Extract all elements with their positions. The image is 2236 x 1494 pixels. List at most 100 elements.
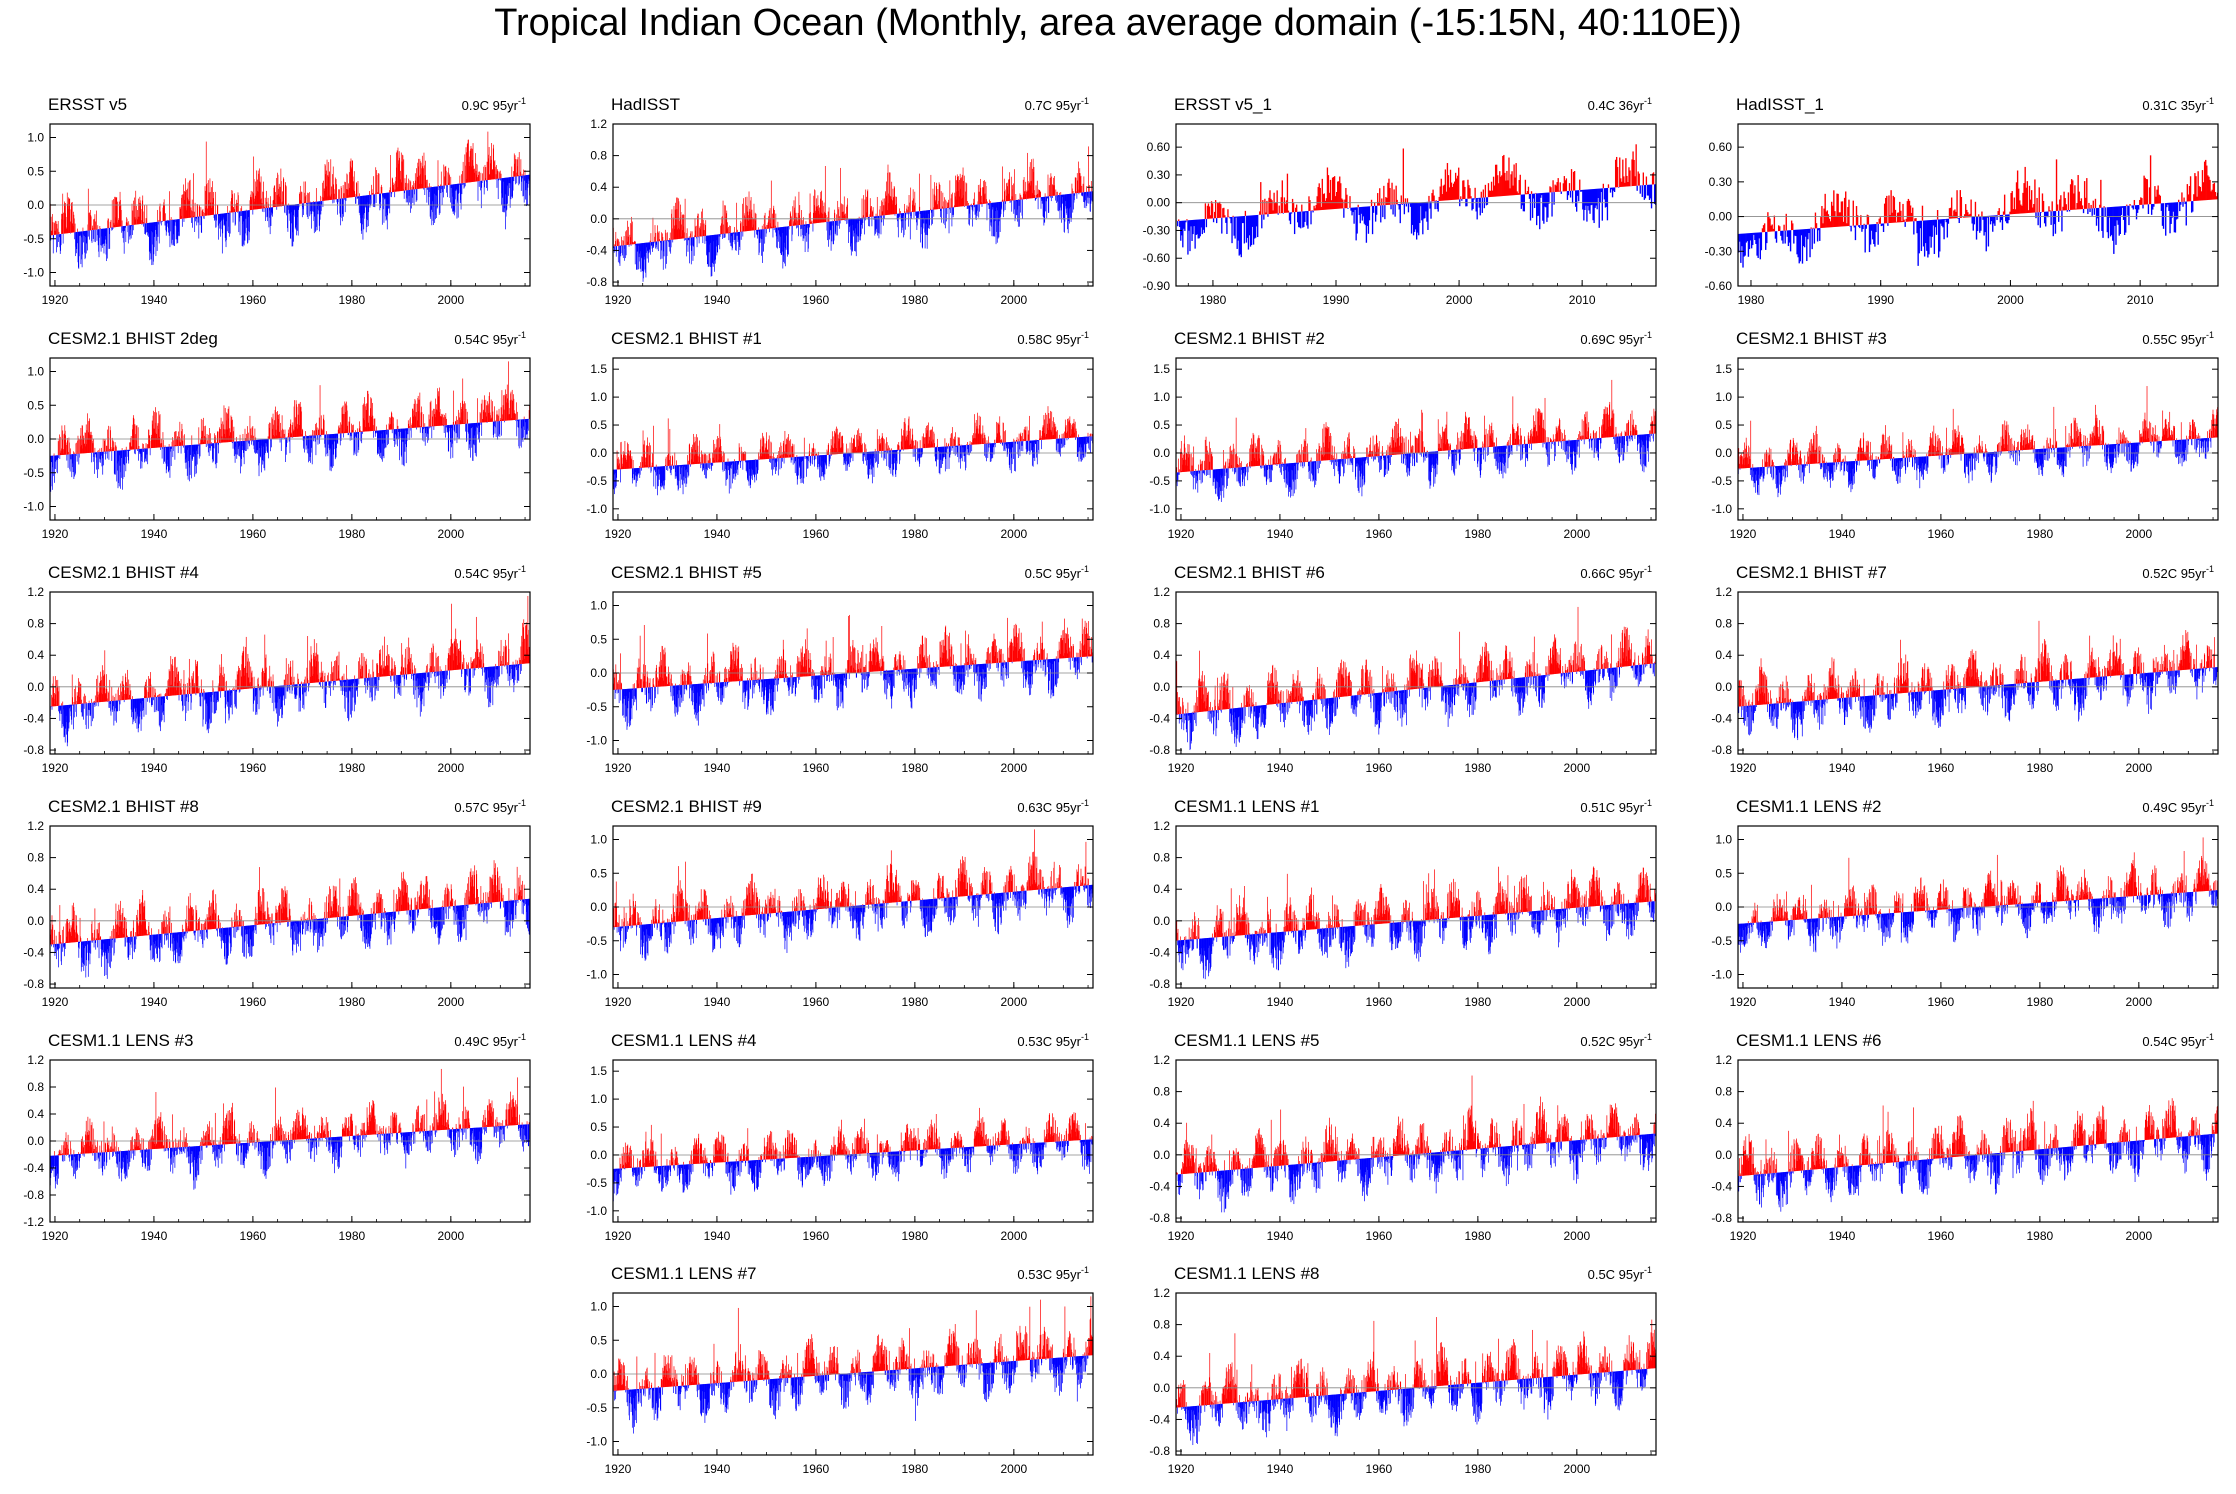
anomaly-bar — [358, 432, 360, 450]
anomaly-bar — [377, 430, 379, 453]
anomaly-bar — [502, 414, 504, 421]
anomaly-bar — [1014, 169, 1015, 201]
anomaly-bar — [640, 467, 642, 468]
anomaly-bar — [83, 438, 85, 454]
anomaly-bar — [180, 215, 182, 219]
anomaly-bar — [1071, 193, 1072, 219]
anomaly-bar — [1913, 221, 1915, 235]
anomaly-bar — [411, 423, 413, 428]
anomaly-bar — [1315, 204, 1317, 211]
anomaly-bar — [198, 444, 200, 459]
anomaly-bar — [340, 433, 342, 441]
anomaly-bar — [2166, 202, 2168, 208]
anomaly-bar — [466, 179, 467, 183]
anomaly-bar — [1025, 181, 1027, 199]
anomaly-bar — [1064, 194, 1066, 222]
anomaly-bar — [1273, 192, 1275, 214]
anomaly-bar — [54, 455, 56, 469]
anomaly-bar — [313, 201, 314, 203]
anomaly-bar — [2086, 178, 2088, 209]
anomaly-bar — [802, 224, 803, 236]
anomaly-bar — [112, 448, 113, 452]
anomaly-bar — [1628, 167, 1630, 187]
anomaly-bar — [204, 186, 206, 216]
anomaly-bar — [2089, 208, 2091, 213]
anomaly-bar — [177, 437, 179, 447]
anomaly-bar — [525, 175, 527, 191]
anomaly-bar — [161, 447, 163, 459]
anomaly-bar — [51, 230, 52, 236]
anomaly-bar — [417, 398, 419, 428]
anomaly-bar — [299, 401, 301, 437]
anomaly-bar — [69, 454, 71, 470]
anomaly-bar — [348, 432, 349, 436]
anomaly-bar — [132, 224, 133, 235]
anomaly-bar — [848, 219, 849, 244]
anomaly-bar — [1320, 206, 1322, 211]
anomaly-bar — [908, 195, 910, 213]
anomaly-bar — [483, 411, 485, 423]
anomaly-bar — [348, 195, 350, 198]
anomaly-bar — [405, 428, 407, 431]
anomaly-bar — [106, 445, 107, 452]
anomaly-bar — [517, 166, 518, 177]
anomaly-bar — [1257, 214, 1259, 238]
anomaly-bar — [736, 461, 738, 470]
anomaly-bar — [1003, 178, 1005, 202]
anomaly-bar — [1339, 176, 1341, 209]
anomaly-bar — [855, 218, 857, 257]
anomaly-bar — [2141, 198, 2143, 205]
anomaly-bar — [1073, 193, 1075, 203]
anomaly-bar — [119, 450, 120, 456]
anomaly-bar — [431, 187, 433, 226]
ytick-label: -0.60 — [1143, 251, 1171, 265]
anomaly-bar — [509, 177, 511, 208]
anomaly-bar — [774, 225, 776, 228]
anomaly-bar — [1376, 205, 1378, 215]
anomaly-bar — [2101, 207, 2103, 231]
anomaly-bar — [83, 443, 85, 454]
anomaly-bar — [427, 426, 429, 443]
anomaly-bar — [732, 232, 733, 249]
anomaly-bar — [177, 436, 178, 447]
anomaly-bar — [1506, 170, 1508, 196]
anomaly-bar — [104, 440, 105, 452]
anomaly-bar — [528, 174, 530, 181]
anomaly-bar — [1024, 194, 1026, 200]
anomaly-bar — [744, 460, 746, 463]
anomaly-bar — [1286, 173, 1289, 213]
anomaly-bar — [817, 206, 818, 223]
anomaly-bar — [857, 218, 859, 237]
anomaly-bar — [860, 217, 862, 237]
anomaly-bar — [880, 215, 881, 218]
anomaly-bar — [438, 185, 439, 187]
anomaly-bar — [649, 242, 650, 250]
anomaly-bar — [1510, 174, 1512, 196]
anomaly-bar — [1057, 195, 1059, 211]
anomaly-bar — [854, 218, 856, 244]
anomaly-bar — [163, 447, 165, 461]
anomaly-bar — [131, 225, 132, 227]
anomaly-bar — [883, 215, 885, 219]
anomaly-bar — [1931, 219, 1933, 237]
anomaly-bar — [349, 416, 351, 433]
anomaly-bar — [518, 419, 519, 428]
anomaly-bar — [291, 424, 293, 438]
anomaly-bar — [702, 236, 704, 244]
anomaly-bar — [1240, 216, 1242, 258]
anomaly-bar — [1267, 214, 1269, 217]
anomaly-bar — [1938, 219, 1940, 258]
anomaly-bar — [468, 165, 470, 183]
anomaly-bar — [257, 179, 258, 210]
anomaly-bar — [776, 227, 778, 248]
anomaly-bar — [134, 197, 135, 225]
anomaly-bar — [520, 419, 522, 446]
anomaly-bar — [337, 433, 338, 443]
anomaly-bar — [324, 434, 326, 448]
anomaly-bar — [963, 180, 965, 207]
anomaly-bar — [299, 193, 300, 204]
anomaly-bar — [1015, 194, 1017, 201]
anomaly-bar — [740, 220, 742, 232]
anomaly-bar — [108, 227, 110, 249]
anomaly-bar — [474, 168, 476, 182]
